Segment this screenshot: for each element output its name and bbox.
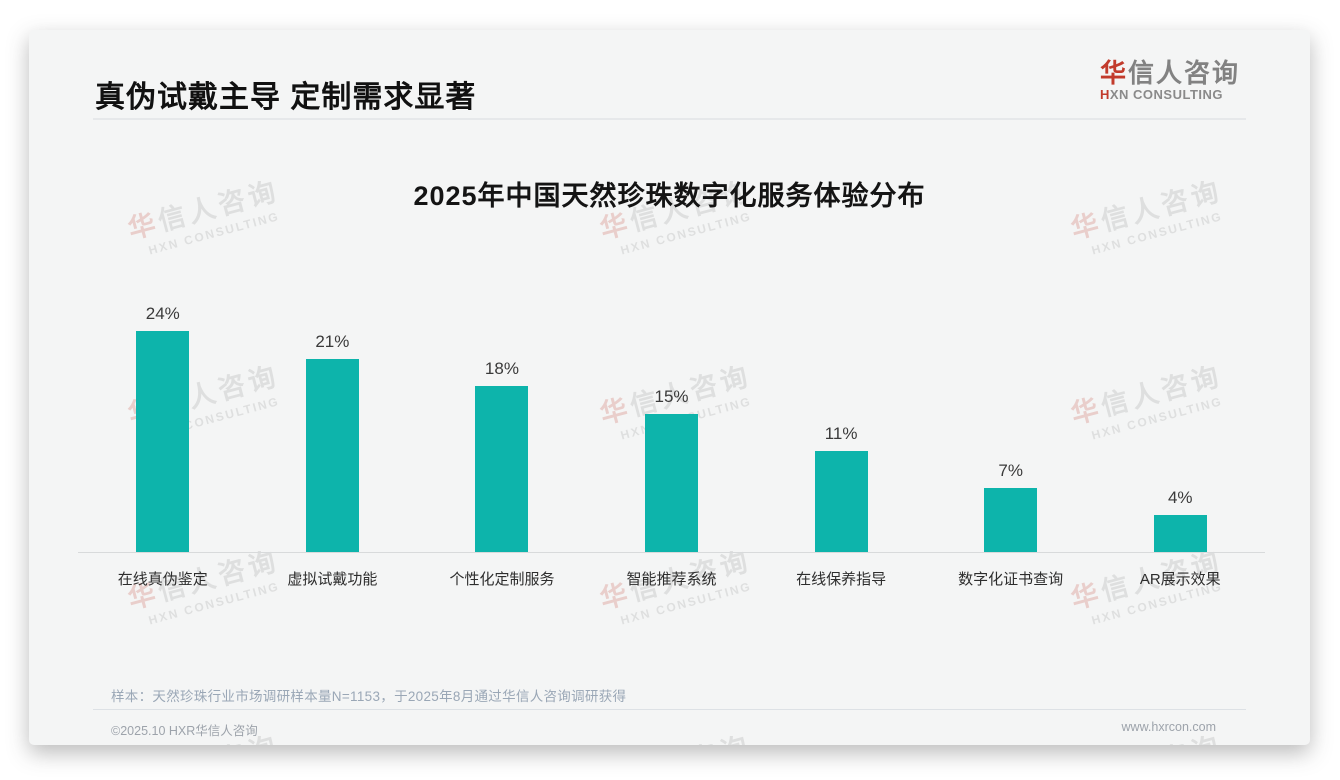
- bar: [645, 414, 699, 552]
- company-logo: 华信人咨询 HXN CONSULTING: [1099, 58, 1240, 102]
- bar-column: 18%: [417, 270, 587, 552]
- logo-cn-rest: 信人咨询: [1127, 58, 1240, 88]
- sample-note: 样本：天然珍珠行业市场调研样本量N=1153，于2025年8月通过华信人咨询调研…: [111, 689, 627, 704]
- category-label: 个性化定制服务: [449, 571, 555, 588]
- bar-column: 24%: [78, 270, 248, 552]
- logo-en-first-char: H: [1099, 87, 1110, 103]
- bar-value-label: 24%: [145, 304, 180, 323]
- bar-value-label: 4%: [1167, 488, 1193, 507]
- bar-value-label: 21%: [315, 332, 350, 351]
- bar-column: 7%: [926, 270, 1096, 552]
- slide-card: 华信人咨询 HXN CONSULTING 华信人咨询 HXN CONSULTING 华信…: [29, 30, 1310, 745]
- category-label: 数字化证书查询: [958, 571, 1064, 588]
- bar: [475, 386, 529, 552]
- bar: [984, 488, 1038, 552]
- category-label: 在线保养指导: [796, 571, 887, 588]
- bar-value-label: 18%: [484, 359, 519, 378]
- chart-plot: 24% 21% 18% 15% 11% 7% 4%: [78, 270, 1265, 553]
- bar-value-label: 11%: [824, 424, 858, 443]
- category-label: 虚拟试戴功能: [287, 571, 378, 588]
- header-divider: [93, 118, 1246, 120]
- footer-divider: [93, 709, 1246, 710]
- category-label: 智能推荐系统: [626, 571, 717, 588]
- bar-value-label: 15%: [654, 387, 689, 406]
- bar: [814, 451, 868, 552]
- bar-column: 11%: [756, 270, 926, 552]
- bar: [1153, 515, 1207, 552]
- copyright-text: ©2025.10 HXR华信人咨询: [111, 724, 258, 738]
- category-label: 在线真伪鉴定: [117, 571, 208, 588]
- chart-categories: 在线真伪鉴定 虚拟试戴功能 个性化定制服务 智能推荐系统 在线保养指导 数字化证书查询 AR…: [78, 568, 1265, 589]
- bar-column: 15%: [587, 270, 757, 552]
- page-title: 真伪试戴主导 定制需求显著: [95, 81, 477, 114]
- bar: [305, 359, 359, 552]
- logo-chinese-text: 华信人咨询: [1099, 58, 1240, 88]
- bar-column: 4%: [1095, 270, 1265, 552]
- chart-title: 2025年中国天然珍珠数字化服务体验分布: [413, 181, 926, 211]
- logo-english-text: HXN CONSULTING: [1100, 87, 1240, 102]
- website-url: www.hxrcon.com: [1121, 720, 1216, 734]
- bar: [136, 331, 190, 552]
- footer: ©2025.10 HXR华信人咨询 www.hxrcon.com: [111, 720, 1216, 739]
- bar-column: 21%: [248, 270, 418, 552]
- category-label: AR展示效果: [1139, 571, 1221, 588]
- logo-en-rest: XN CONSULTING: [1109, 87, 1224, 103]
- bar-value-label: 7%: [998, 461, 1023, 480]
- logo-cn-first-char: 华: [1099, 58, 1128, 88]
